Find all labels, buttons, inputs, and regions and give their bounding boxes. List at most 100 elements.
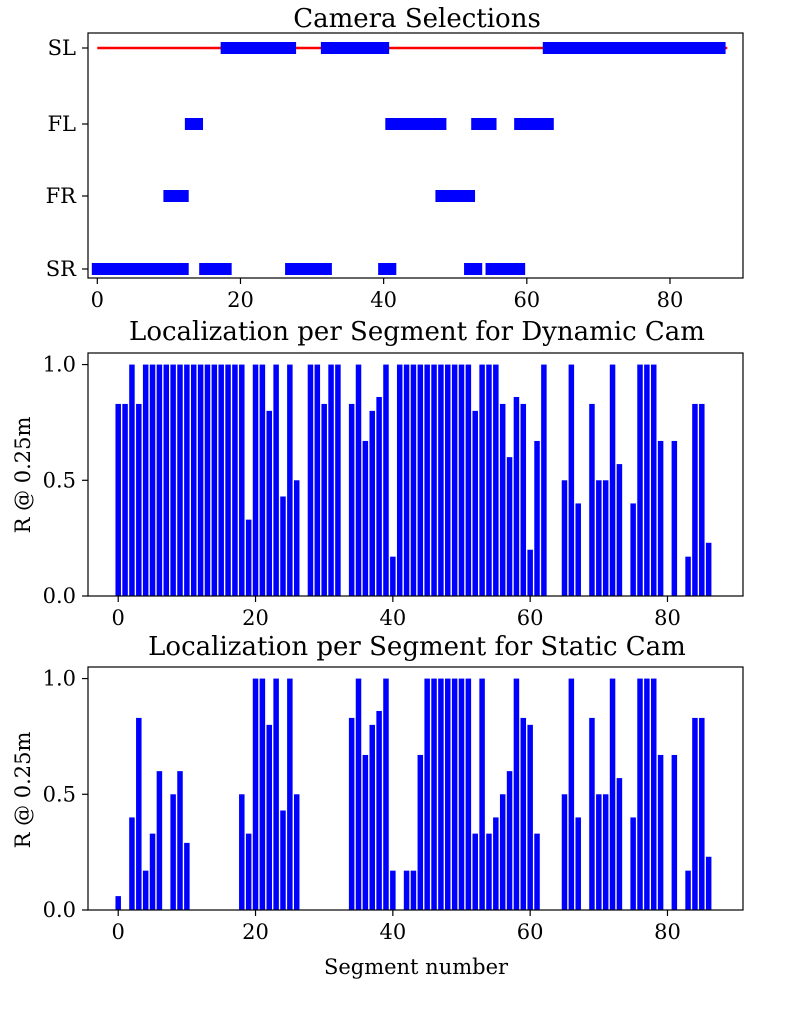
dynamic-bar-41 [396, 364, 403, 596]
static-bar-58 [513, 678, 520, 910]
camera-x-label-0: 0 [91, 288, 104, 312]
static-bar-38 [376, 710, 382, 910]
camera-marker-fl-54 [478, 118, 490, 130]
dynamic-x-label-20: 20 [242, 606, 269, 630]
camera-marker-fl-48 [435, 118, 447, 130]
camera-marker-sl-66 [564, 42, 576, 54]
static-x-label-20: 20 [242, 920, 269, 944]
static-bar-5 [149, 833, 156, 910]
dynamic-bar-40 [390, 556, 396, 596]
camera-marker-sr-56 [492, 263, 504, 275]
camera-y-label-sr: SR [46, 257, 77, 281]
dynamic-bar-55 [493, 364, 499, 596]
static-bar-76 [637, 678, 643, 910]
static-bar-18 [239, 794, 245, 910]
camera-marker-sl-24 [263, 42, 275, 54]
dynamic-bar-39 [383, 364, 389, 596]
dynamic-bar-49 [451, 364, 458, 596]
camera-marker-sr-57 [499, 263, 511, 275]
camera-marker-sl-25 [270, 42, 282, 54]
dynamic-bar-42 [403, 364, 410, 596]
camera-marker-sl-39 [370, 42, 382, 54]
static-bar-52 [472, 833, 478, 910]
static-bar-49 [451, 678, 458, 910]
camera-x-label-40: 40 [370, 288, 397, 312]
dynamic-bar-19 [245, 519, 252, 596]
static-bar-65 [561, 794, 568, 910]
camera-marker-fl-47 [428, 118, 440, 130]
dynamic-bar-71 [602, 480, 609, 596]
dynamic-x-label-40: 40 [379, 606, 406, 630]
camera-marker-sl-84 [693, 42, 705, 54]
camera-y-label-sl: SL [48, 36, 76, 60]
camera-marker-sl-20 [234, 42, 246, 54]
camera-marker-sr-29 [299, 263, 311, 275]
camera-marker-fl-61 [528, 118, 540, 130]
dynamic-bar-12 [197, 364, 204, 596]
camera-marker-fl-55 [485, 118, 497, 130]
dynamic-bar-4 [142, 364, 149, 596]
camera-marker-fl-62 [535, 118, 547, 130]
camera-marker-sr-9 [156, 263, 168, 275]
camera-marker-fl-44 [406, 118, 418, 130]
camera-marker-sr-53 [471, 263, 483, 275]
dynamic-bar-56 [499, 403, 506, 596]
camera-marker-sl-35 [342, 42, 354, 54]
dynamic-x-label-0: 0 [112, 606, 125, 630]
camera-marker-sl-82 [678, 42, 690, 54]
dynamic-bar-65 [561, 480, 568, 596]
static-bar-53 [479, 678, 485, 910]
camera-marker-sr-8 [149, 263, 161, 275]
dynamic-bar-32 [335, 364, 341, 596]
camera-marker-sr-55 [485, 263, 497, 275]
dynamic-bar-79 [657, 440, 664, 596]
static-cam-bars [115, 678, 712, 910]
static-bar-42 [403, 870, 410, 910]
camera-marker-sl-86 [707, 42, 719, 54]
camera-marker-sl-65 [557, 42, 569, 54]
static-bar-79 [657, 754, 664, 910]
camera-marker-fr-10 [163, 190, 175, 202]
camera-marker-fl-43 [399, 118, 411, 130]
dynamic-bar-38 [376, 396, 382, 596]
static-bar-48 [445, 678, 451, 910]
static-bar-61 [534, 833, 540, 910]
camera-marker-sr-18 [220, 263, 232, 275]
dynamic-bar-10 [184, 364, 190, 596]
camera-marker-fr-49 [442, 190, 454, 202]
dynamic-bar-15 [218, 364, 224, 596]
camera-y-label-fl: FL [47, 112, 76, 136]
dynamic-bar-72 [609, 364, 616, 596]
static-bar-36 [362, 754, 369, 910]
dynamic-bar-23 [273, 364, 279, 596]
camera-y-label-fr: FR [46, 184, 78, 208]
camera-marker-sl-87 [714, 42, 726, 54]
camera-marker-sl-32 [320, 42, 332, 54]
camera-marker-sl-83 [685, 42, 697, 54]
dynamic-bar-25 [287, 364, 293, 596]
camera-marker-sl-67 [571, 42, 583, 54]
camera-marker-sl-80 [664, 42, 676, 54]
camera-marker-sl-73 [614, 42, 626, 54]
dynamic-bar-22 [266, 410, 273, 596]
static-bar-43 [410, 870, 417, 910]
dynamic-bar-70 [596, 480, 602, 596]
dynamic-y-label-0: 0.0 [43, 584, 76, 608]
dynamic-bar-14 [211, 364, 218, 596]
camera-marker-fr-50 [449, 190, 461, 202]
dynamic-bar-86 [705, 542, 712, 596]
static-bar-6 [156, 771, 163, 910]
dynamic-bar-58 [513, 396, 520, 596]
static-cam-title: Localization per Segment for Static Cam [148, 632, 686, 662]
static-y-label-0: 0.0 [43, 898, 76, 922]
camera-marker-sl-79 [657, 42, 669, 54]
dynamic-bar-76 [637, 364, 643, 596]
camera-marker-sr-28 [292, 263, 304, 275]
camera-marker-sl-34 [335, 42, 347, 54]
dynamic-bar-78 [650, 364, 657, 596]
camera-marker-sl-18 [220, 42, 232, 54]
camera-selections-panel: Camera Selections SL FL FR SR 0 20 40 60 80 [46, 4, 744, 312]
camera-marker-sr-30 [306, 263, 318, 275]
dynamic-y-label-2: 1.0 [43, 353, 76, 377]
static-bar-78 [650, 678, 657, 910]
